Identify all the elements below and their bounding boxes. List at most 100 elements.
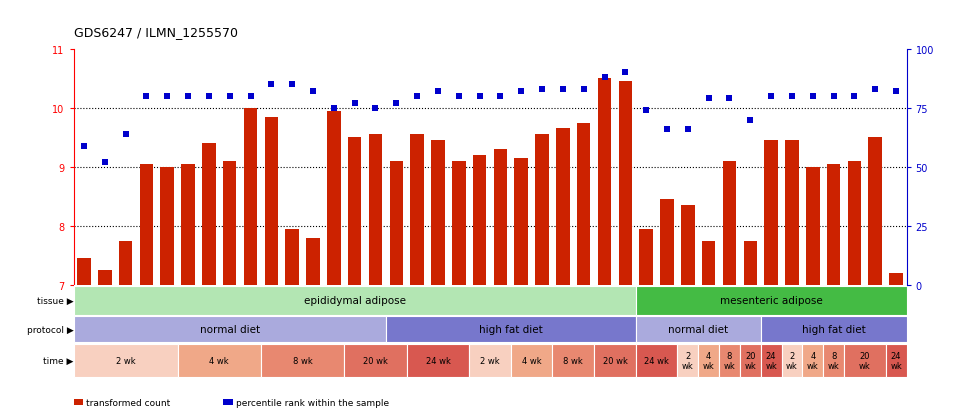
Text: normal diet: normal diet	[200, 325, 260, 335]
Bar	[535, 135, 549, 285]
Bar	[760, 344, 782, 377]
Text: 20
wk: 20 wk	[745, 351, 757, 370]
Text: 8 wk: 8 wk	[293, 356, 313, 365]
Bar	[803, 344, 823, 377]
Text: tissue ▶: tissue ▶	[37, 296, 74, 305]
Point	[534, 86, 550, 93]
Text: protocol ▶: protocol ▶	[26, 325, 74, 334]
Bar	[636, 317, 760, 342]
Point	[847, 93, 862, 100]
Text: 20 wk: 20 wk	[603, 356, 627, 365]
Bar	[764, 141, 778, 285]
Point	[597, 74, 612, 81]
Point	[138, 93, 154, 100]
Point	[305, 89, 320, 95]
Text: 20
wk: 20 wk	[859, 351, 870, 370]
Point	[97, 159, 113, 166]
Point	[721, 96, 737, 102]
Point	[326, 105, 342, 112]
Point	[576, 86, 592, 93]
Bar	[823, 344, 844, 377]
Bar	[327, 112, 341, 285]
Point	[388, 100, 404, 107]
Point	[410, 93, 425, 100]
Bar	[639, 229, 653, 285]
Text: GDS6247 / ILMN_1255570: GDS6247 / ILMN_1255570	[74, 26, 237, 39]
Point	[471, 93, 487, 100]
Bar	[844, 344, 886, 377]
Point	[430, 89, 446, 95]
Text: 4 wk: 4 wk	[210, 356, 229, 365]
Point	[680, 126, 696, 133]
Bar	[368, 135, 382, 285]
Bar	[760, 317, 906, 342]
Point	[763, 93, 779, 100]
Point	[347, 100, 363, 107]
Bar	[389, 161, 403, 285]
Bar	[469, 344, 511, 377]
Point	[743, 117, 759, 123]
Bar	[431, 141, 445, 285]
Text: time ▶: time ▶	[43, 356, 74, 365]
Point	[160, 93, 175, 100]
Point	[118, 131, 133, 138]
Bar	[386, 317, 636, 342]
Bar	[74, 317, 386, 342]
Bar	[119, 241, 132, 285]
Text: 20 wk: 20 wk	[363, 356, 388, 365]
Bar	[202, 144, 216, 285]
Point	[368, 105, 383, 112]
Bar	[161, 167, 174, 285]
Point	[451, 93, 466, 100]
Bar	[556, 129, 569, 285]
Bar	[494, 150, 508, 285]
Text: 8
wk: 8 wk	[723, 351, 735, 370]
Point	[638, 107, 654, 114]
Bar	[636, 286, 906, 316]
Bar	[74, 286, 636, 316]
Text: 24 wk: 24 wk	[425, 356, 451, 365]
Point	[826, 93, 842, 100]
Bar	[594, 344, 636, 377]
Point	[701, 96, 716, 102]
Bar	[181, 164, 195, 285]
Text: percentile rank within the sample: percentile rank within the sample	[236, 398, 389, 407]
Point	[660, 126, 675, 133]
Bar	[719, 344, 740, 377]
Text: transformed count: transformed count	[86, 398, 171, 407]
Bar	[848, 161, 861, 285]
Bar	[618, 82, 632, 285]
Point	[243, 93, 259, 100]
Point	[201, 93, 217, 100]
Bar	[344, 344, 407, 377]
Bar	[306, 238, 319, 285]
Bar	[681, 206, 695, 285]
Bar	[577, 123, 591, 285]
Bar	[407, 344, 469, 377]
Point	[888, 89, 904, 95]
Point	[555, 86, 570, 93]
Bar	[598, 79, 612, 285]
Bar	[261, 344, 344, 377]
Bar	[636, 344, 677, 377]
Bar	[244, 109, 258, 285]
Bar	[411, 135, 424, 285]
Text: 2 wk: 2 wk	[480, 356, 500, 365]
Bar	[868, 138, 882, 285]
Text: 24
wk: 24 wk	[765, 351, 777, 370]
Text: 2
wk: 2 wk	[682, 351, 694, 370]
Bar	[785, 141, 799, 285]
Text: 4 wk: 4 wk	[521, 356, 542, 365]
Bar	[222, 161, 236, 285]
Bar	[472, 156, 486, 285]
Point	[221, 93, 237, 100]
Text: 2
wk: 2 wk	[786, 351, 798, 370]
Bar	[553, 344, 594, 377]
Bar	[74, 344, 177, 377]
Bar	[698, 344, 719, 377]
Point	[514, 89, 529, 95]
Text: 8
wk: 8 wk	[828, 351, 840, 370]
Text: 8 wk: 8 wk	[564, 356, 583, 365]
Text: mesenteric adipose: mesenteric adipose	[719, 296, 822, 306]
Bar	[886, 344, 907, 377]
